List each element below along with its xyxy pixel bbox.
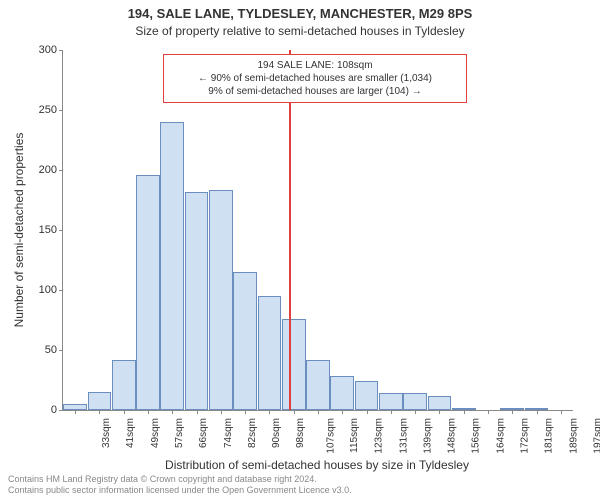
y-tick-label: 0 <box>19 404 57 416</box>
chart-title-line1: 194, SALE LANE, TYLDESLEY, MANCHESTER, M… <box>0 6 600 21</box>
y-tick-mark <box>59 230 63 231</box>
x-tick-label: 49sqm <box>150 418 161 448</box>
histogram-bar <box>233 272 257 410</box>
x-tick-label: 156sqm <box>471 418 482 454</box>
y-tick-mark <box>59 50 63 51</box>
histogram-bar <box>185 192 209 410</box>
x-tick-mark <box>197 410 198 414</box>
y-tick-label: 300 <box>19 44 57 56</box>
x-tick-mark <box>148 410 149 414</box>
x-tick-mark <box>488 410 489 414</box>
annotation-box: 194 SALE LANE: 108sqm← 90% of semi-detac… <box>163 54 467 103</box>
x-tick-label: 74sqm <box>223 418 234 448</box>
x-tick-label: 115sqm <box>349 418 360 453</box>
x-tick-mark <box>391 410 392 414</box>
histogram-bar <box>306 360 330 410</box>
x-tick-label: 172sqm <box>520 418 531 454</box>
histogram-bar <box>88 392 112 410</box>
x-tick-mark <box>75 410 76 414</box>
x-tick-mark <box>561 410 562 414</box>
x-tick-mark <box>294 410 295 414</box>
x-tick-label: 123sqm <box>374 418 385 454</box>
x-tick-label: 82sqm <box>247 418 258 448</box>
annotation-line2: ← 90% of semi-detached houses are smalle… <box>170 72 460 85</box>
x-tick-label: 107sqm <box>325 418 336 454</box>
x-tick-label: 139sqm <box>422 418 433 454</box>
histogram-bar <box>160 122 184 410</box>
y-tick-mark <box>59 110 63 111</box>
histogram-bar <box>258 296 282 410</box>
histogram-bar <box>112 360 136 410</box>
histogram-bar <box>428 396 452 410</box>
plot-area: 05010015020025030033sqm41sqm49sqm57sqm66… <box>62 50 573 411</box>
x-tick-mark <box>439 410 440 414</box>
x-tick-mark <box>464 410 465 414</box>
y-tick-mark <box>59 350 63 351</box>
x-tick-label: 98sqm <box>295 418 306 448</box>
y-tick-mark <box>59 410 63 411</box>
x-tick-mark <box>415 410 416 414</box>
histogram-bar <box>209 190 233 410</box>
x-tick-mark <box>124 410 125 414</box>
chart-title-line2: Size of property relative to semi-detach… <box>0 24 600 38</box>
x-tick-label: 33sqm <box>101 418 112 448</box>
x-tick-mark <box>318 410 319 414</box>
x-tick-mark <box>269 410 270 414</box>
x-tick-label: 148sqm <box>447 418 458 454</box>
y-axis-label: Number of semi-detached properties <box>12 133 26 328</box>
x-tick-label: 90sqm <box>271 418 282 448</box>
chart-container: 05010015020025030033sqm41sqm49sqm57sqm66… <box>62 50 572 410</box>
footer-line2: Contains public sector information licen… <box>8 485 352 496</box>
x-tick-mark <box>367 410 368 414</box>
footer-attribution: Contains HM Land Registry data © Crown c… <box>8 474 352 496</box>
y-tick-mark <box>59 290 63 291</box>
histogram-bar <box>403 393 427 410</box>
x-tick-label: 66sqm <box>198 418 209 448</box>
footer-line1: Contains HM Land Registry data © Crown c… <box>8 474 352 485</box>
histogram-bar <box>136 175 160 410</box>
x-tick-mark <box>245 410 246 414</box>
histogram-bar <box>282 319 306 410</box>
x-tick-mark <box>221 410 222 414</box>
x-tick-label: 189sqm <box>568 418 579 454</box>
x-tick-mark <box>537 410 538 414</box>
y-tick-mark <box>59 170 63 171</box>
histogram-bar <box>379 393 403 410</box>
y-tick-label: 50 <box>19 344 57 356</box>
x-tick-label: 131sqm <box>398 418 409 454</box>
x-tick-label: 181sqm <box>544 418 555 454</box>
x-tick-mark <box>99 410 100 414</box>
x-tick-mark <box>512 410 513 414</box>
annotation-line3: 9% of semi-detached houses are larger (1… <box>170 85 460 98</box>
x-axis-label: Distribution of semi-detached houses by … <box>62 458 572 472</box>
histogram-bar <box>330 376 354 410</box>
histogram-bar <box>355 381 379 410</box>
x-tick-label: 197sqm <box>592 418 600 454</box>
x-tick-label: 164sqm <box>495 418 506 454</box>
x-tick-mark <box>172 410 173 414</box>
x-tick-mark <box>342 410 343 414</box>
x-tick-label: 57sqm <box>174 418 185 448</box>
x-tick-label: 41sqm <box>125 418 136 448</box>
annotation-line1: 194 SALE LANE: 108sqm <box>170 59 460 72</box>
y-tick-label: 250 <box>19 104 57 116</box>
property-marker-line <box>289 50 291 410</box>
